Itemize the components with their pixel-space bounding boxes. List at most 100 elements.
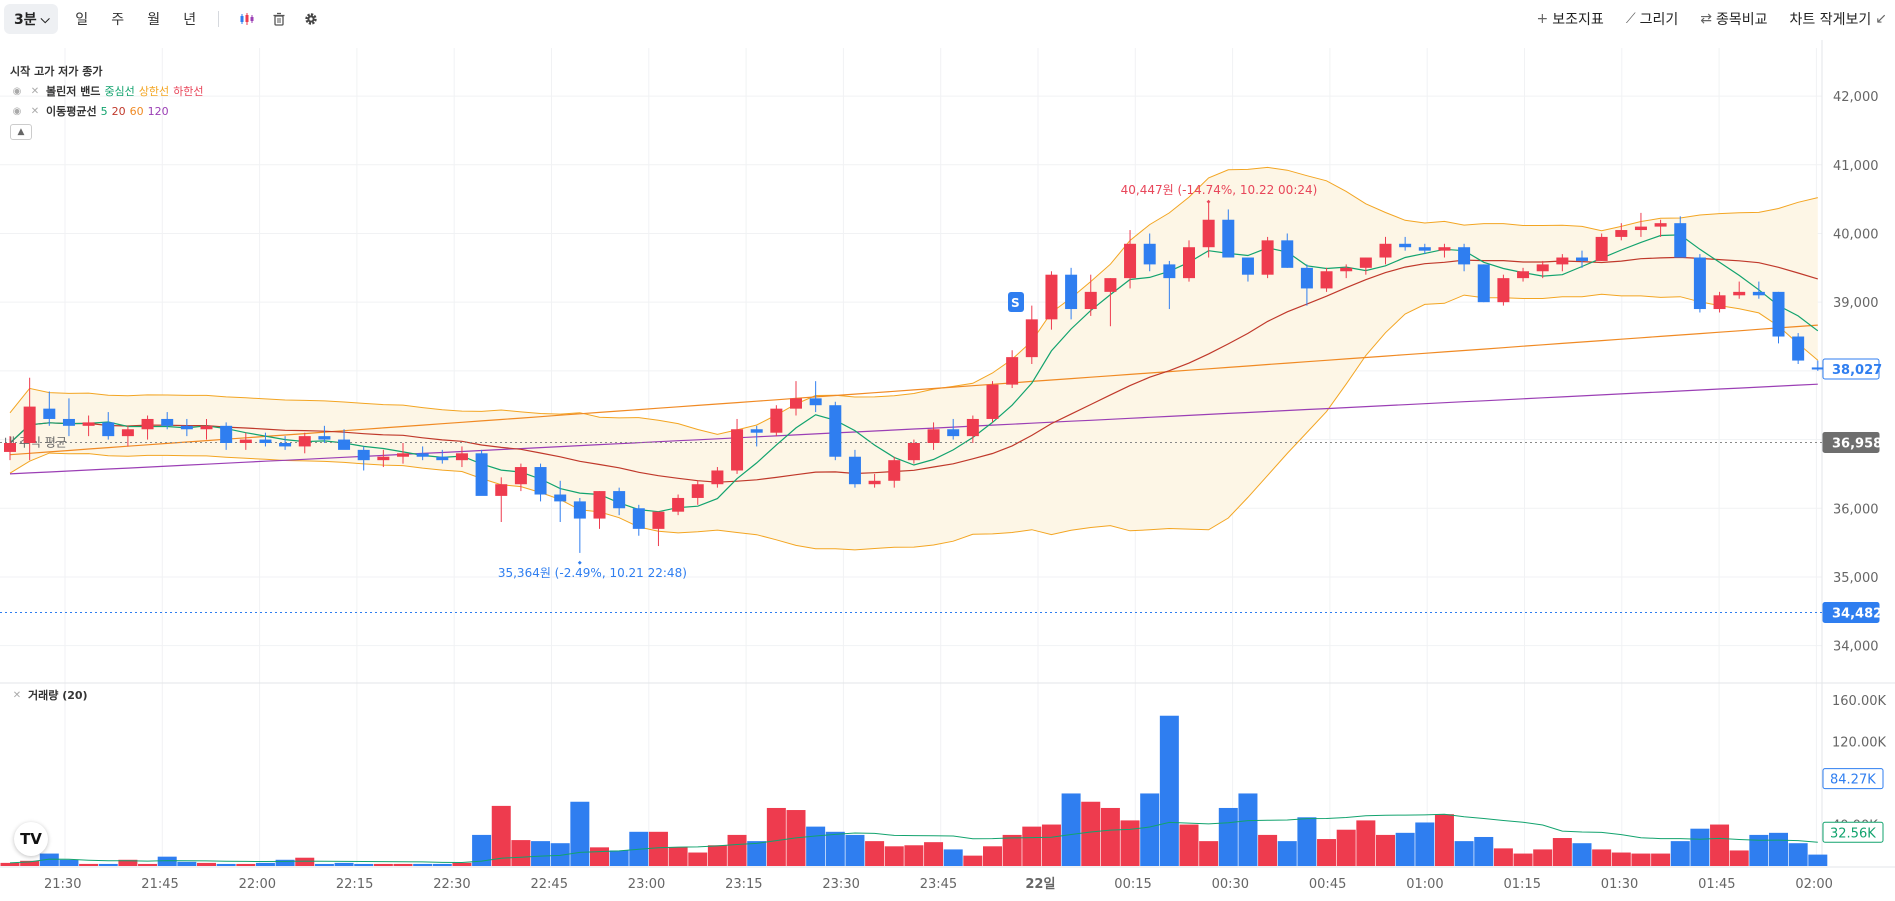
eye-icon[interactable]: ◉ bbox=[12, 86, 22, 97]
candle bbox=[750, 425, 763, 447]
candle-body bbox=[1261, 240, 1274, 275]
volume-legend: ✕ 거래량 (20) bbox=[10, 687, 92, 703]
candle bbox=[121, 425, 134, 447]
candle-body bbox=[711, 470, 724, 485]
volume-bar bbox=[197, 862, 216, 866]
candle-body bbox=[121, 429, 134, 437]
legend-collapse-button[interactable]: ▲ bbox=[10, 124, 32, 140]
candle bbox=[1025, 305, 1038, 364]
time-axis-label: 21:30 bbox=[44, 877, 81, 892]
candle bbox=[1359, 257, 1372, 275]
candle-body bbox=[239, 439, 252, 443]
candle-body bbox=[1713, 295, 1726, 310]
price-axis-label: 41,000 bbox=[1833, 159, 1879, 174]
candle bbox=[770, 405, 783, 437]
candle bbox=[1477, 264, 1490, 303]
close-icon[interactable]: ✕ bbox=[12, 689, 22, 701]
close-icon[interactable]: ✕ bbox=[30, 106, 40, 117]
volume-bar bbox=[1651, 853, 1671, 866]
candle-body bbox=[1399, 243, 1412, 248]
collapse-arrows-icon: ↙ bbox=[1875, 11, 1887, 27]
candle-body bbox=[377, 456, 390, 461]
volume-bar bbox=[1533, 849, 1553, 866]
volume-bar bbox=[413, 863, 433, 866]
candle bbox=[1065, 267, 1078, 320]
candle-body bbox=[829, 405, 842, 457]
volume-bar bbox=[688, 852, 708, 866]
volume-bar bbox=[1572, 843, 1592, 866]
volume-bar bbox=[216, 863, 236, 866]
candle-body bbox=[200, 425, 213, 430]
candle-body bbox=[888, 460, 901, 481]
average-price-badge-box bbox=[1822, 431, 1880, 453]
period-month[interactable]: 월 bbox=[147, 12, 161, 28]
candle-body bbox=[731, 429, 744, 471]
volume-bar bbox=[1434, 814, 1454, 866]
candle bbox=[966, 415, 979, 443]
candle bbox=[868, 473, 881, 488]
volume-current-badge-text: 84.27K bbox=[1830, 773, 1876, 788]
draw-button[interactable]: ⟋ 그리기 bbox=[1626, 9, 1678, 29]
volume-bar bbox=[1631, 853, 1651, 866]
top-toolbar: 3분 ⌵ 일 주 월 년 bbox=[0, 0, 1895, 38]
interval-label: 3분 bbox=[14, 12, 37, 28]
time-axis-label: 00:30 bbox=[1212, 877, 1249, 892]
candle-body bbox=[1556, 257, 1569, 265]
candle bbox=[1222, 209, 1235, 258]
close-icon[interactable]: ✕ bbox=[30, 86, 40, 97]
reference-price-badge: 34,482 bbox=[1822, 602, 1882, 624]
volume-bar bbox=[983, 846, 1002, 866]
price-axis-label: 39,000 bbox=[1833, 296, 1879, 311]
volume-bar bbox=[1238, 793, 1258, 866]
volume-bar bbox=[1297, 817, 1317, 866]
period-week[interactable]: 주 bbox=[111, 12, 125, 28]
average-price-badge: 36,958 bbox=[1822, 431, 1882, 453]
chevron-down-icon: ⌵ bbox=[40, 11, 50, 26]
shrink-chart-button[interactable]: 차트 작게보기 ↙ bbox=[1790, 9, 1887, 29]
candle-body bbox=[1595, 236, 1608, 261]
volume-bar bbox=[570, 801, 590, 866]
candle-body bbox=[1300, 267, 1313, 289]
ma60-line bbox=[9, 324, 1818, 456]
candle bbox=[495, 477, 508, 522]
time-axis-label: 23:30 bbox=[822, 877, 859, 892]
candle bbox=[180, 418, 193, 437]
candle bbox=[475, 449, 488, 496]
candle-body bbox=[770, 408, 783, 433]
indicator-button[interactable]: + 보조지표 bbox=[1537, 9, 1604, 29]
volume-bar bbox=[1611, 852, 1631, 866]
volume-bar bbox=[1493, 848, 1513, 866]
time-axis-label: 00:15 bbox=[1114, 877, 1151, 892]
candle bbox=[1634, 212, 1647, 237]
candle-body bbox=[1772, 291, 1785, 337]
volume-bar bbox=[1022, 826, 1042, 866]
volume-bar bbox=[20, 860, 40, 866]
candle bbox=[1241, 257, 1254, 282]
candle-body bbox=[907, 443, 920, 461]
period-day[interactable]: 일 bbox=[75, 12, 89, 28]
candle bbox=[1399, 236, 1412, 251]
candle-body bbox=[161, 418, 174, 426]
candle-body bbox=[1811, 367, 1824, 370]
eye-icon[interactable]: ◉ bbox=[12, 106, 22, 117]
volume-bar bbox=[138, 863, 158, 866]
candle bbox=[1713, 291, 1726, 313]
candle-style-icon[interactable] bbox=[231, 5, 263, 33]
volume-bar bbox=[1710, 824, 1730, 866]
candle bbox=[436, 449, 449, 464]
volume-bar bbox=[668, 847, 688, 866]
candle bbox=[455, 446, 468, 468]
candle-body bbox=[554, 494, 567, 502]
volume-bar bbox=[1041, 824, 1061, 866]
candle bbox=[1674, 216, 1687, 258]
compare-button[interactable]: ⇄ 종목비교 bbox=[1700, 9, 1767, 29]
volume-current-badge-box bbox=[1822, 768, 1884, 790]
candle-body bbox=[1517, 271, 1530, 279]
settings-gear-icon[interactable] bbox=[295, 5, 327, 33]
interval-dropdown[interactable]: 3분 ⌵ bbox=[4, 4, 58, 34]
tradingview-logo[interactable]: TV bbox=[14, 822, 48, 856]
trash-icon[interactable] bbox=[263, 5, 295, 33]
period-year[interactable]: 년 bbox=[183, 12, 197, 28]
candle bbox=[1006, 350, 1019, 389]
